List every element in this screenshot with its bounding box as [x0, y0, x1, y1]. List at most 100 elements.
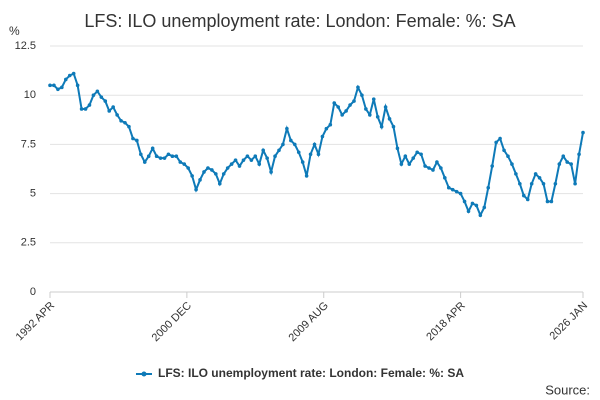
data-point: [304, 174, 309, 178]
data-point: [217, 181, 222, 186]
data-point: [150, 146, 155, 151]
data-point: [518, 181, 522, 186]
data-point: [48, 83, 52, 88]
data-point: [182, 162, 187, 166]
data-point: [202, 170, 206, 174]
data-point: [95, 89, 100, 94]
data-point: [379, 124, 384, 129]
data-point: [344, 109, 348, 113]
data-point: [403, 154, 408, 159]
data-point: [142, 160, 147, 164]
data-point: [561, 154, 566, 159]
x-tick-label: 2000 DEC: [150, 300, 194, 344]
data-point: [63, 77, 68, 82]
data-point: [158, 156, 163, 160]
data-point: [411, 156, 416, 160]
x-tick-label: 2018 APR: [424, 300, 468, 344]
data-point: [170, 154, 175, 159]
data-point: [253, 154, 258, 159]
data-point: [198, 178, 202, 182]
x-tick-label: 1992 APR: [14, 300, 58, 344]
data-point: [533, 172, 538, 176]
data-point: [352, 99, 356, 103]
data-point: [387, 117, 392, 121]
data-point: [162, 156, 167, 160]
data-point: [324, 126, 329, 131]
legend-marker: [141, 371, 147, 377]
data-point: [292, 142, 297, 147]
data-point: [328, 122, 333, 127]
data-point: [154, 154, 159, 159]
x-tick-label: 2009 AUG: [287, 300, 331, 344]
data-point: [87, 103, 92, 107]
data-point: [521, 193, 526, 198]
data-point: [111, 105, 115, 109]
data-point: [525, 197, 530, 202]
y-tick-label: 10: [24, 89, 36, 101]
data-point: [474, 203, 479, 208]
data-point: [210, 168, 214, 172]
data-point: [494, 140, 498, 145]
data-point: [67, 73, 72, 78]
data-point: [537, 176, 542, 180]
data-point: [214, 172, 218, 176]
series-line: [50, 72, 584, 218]
data-point: [119, 118, 123, 123]
data-point: [478, 213, 483, 218]
data-point: [225, 166, 230, 170]
data-point: [581, 130, 585, 135]
data-point: [107, 109, 112, 113]
data-point: [60, 85, 64, 90]
data-point: [127, 124, 131, 129]
data-point: [450, 187, 455, 192]
data-point: [395, 146, 400, 151]
data-point: [257, 162, 262, 166]
data-point: [320, 134, 325, 139]
data-point: [510, 162, 514, 166]
data-point: [190, 174, 194, 178]
data-point: [407, 162, 412, 166]
data-point: [375, 115, 380, 119]
data-point: [71, 71, 76, 76]
data-point: [431, 168, 435, 172]
data-point: [446, 185, 451, 190]
data-point: [454, 189, 459, 194]
data-point: [391, 124, 396, 129]
data-point: [91, 93, 96, 97]
data-point: [383, 105, 388, 109]
data-point: [577, 152, 581, 157]
data-point: [178, 160, 183, 164]
data-point: [502, 148, 506, 153]
data-point: [56, 87, 60, 92]
data-point: [99, 95, 104, 99]
data-point: [241, 158, 246, 162]
data-point: [139, 152, 143, 157]
data-point: [316, 152, 321, 157]
data-point: [194, 187, 198, 192]
data-point: [462, 199, 467, 204]
data-point: [281, 142, 285, 147]
data-point: [557, 162, 562, 166]
data-point: [482, 205, 487, 210]
data-point: [470, 201, 475, 206]
data-point: [553, 181, 558, 186]
data-point: [423, 164, 427, 168]
legend-item: LFS: ILO unemployment rate: London: Fema…: [135, 366, 464, 380]
data-point: [360, 93, 364, 97]
data-point: [123, 120, 127, 125]
chart-title: LFS: ILO unemployment rate: London: Fema…: [84, 11, 515, 31]
data-point: [435, 160, 439, 164]
data-point: [541, 181, 546, 186]
data-point: [237, 164, 242, 168]
data-point: [249, 158, 254, 162]
data-point: [336, 105, 341, 109]
data-point: [166, 152, 171, 157]
data-point: [443, 176, 447, 180]
data-point: [115, 113, 119, 117]
data-point: [83, 107, 88, 111]
data-point: [419, 152, 423, 157]
data-point: [368, 113, 372, 117]
data-point: [296, 150, 301, 155]
data-point: [308, 152, 313, 157]
